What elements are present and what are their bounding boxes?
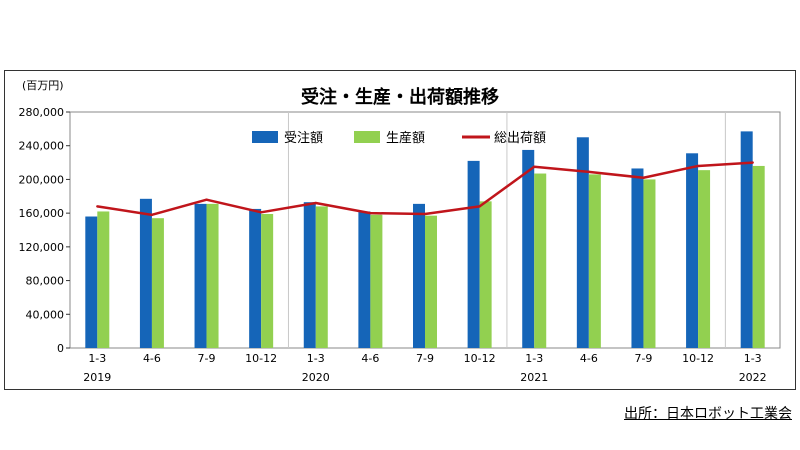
bar-production xyxy=(643,179,656,348)
line-point xyxy=(423,212,427,216)
bar-production xyxy=(479,201,492,348)
x-tick-label: 10-12 xyxy=(245,352,277,365)
y-unit-label: (百万円) xyxy=(22,79,64,92)
bar-production xyxy=(698,170,711,348)
chart: 0 40,000 80,000 120,000 160,000 200,000 240,00… xyxy=(19,79,781,384)
bar-production xyxy=(588,174,601,348)
y-tick-label: 200,000 xyxy=(19,173,65,186)
bar-orders xyxy=(740,131,753,348)
bar-orders xyxy=(85,216,98,348)
bar-orders xyxy=(467,160,480,348)
y-tick-label: 120,000 xyxy=(19,241,65,254)
x-tick-label: 1-3 xyxy=(307,352,325,365)
line-point xyxy=(478,205,481,208)
line-point xyxy=(96,205,99,208)
y-tick-label: 160,000 xyxy=(19,207,65,220)
bar-production xyxy=(261,213,274,348)
bar-orders xyxy=(358,211,371,348)
y-tick-label: 40,000 xyxy=(26,308,65,321)
bar-orders xyxy=(413,203,425,348)
line-point xyxy=(150,213,154,217)
bar-production xyxy=(315,206,328,348)
line-point xyxy=(533,165,536,168)
bar-orders xyxy=(576,137,589,348)
y-tick-label: 280,000 xyxy=(19,106,65,119)
bar-production xyxy=(752,165,765,348)
chart-frame xyxy=(4,70,796,390)
source-note: 出所：日本ロボット工業会 xyxy=(624,406,792,422)
bar-production xyxy=(425,215,437,348)
legend-swatch xyxy=(354,131,380,143)
bar-orders xyxy=(631,168,644,348)
line-point xyxy=(696,164,700,168)
x-tick-label: 1-3 xyxy=(525,352,543,365)
legend-label: 受注額 xyxy=(284,131,323,146)
x-tick-label: 4-6 xyxy=(580,352,598,365)
bar-orders xyxy=(194,203,207,348)
y-tick-label: 0 xyxy=(57,342,64,355)
year-label: 2022 xyxy=(739,371,767,384)
line-point xyxy=(369,211,372,215)
x-tick-label: 7-9 xyxy=(198,352,216,365)
line-point xyxy=(205,198,208,201)
bar-production xyxy=(370,214,383,348)
x-tick-label: 7-9 xyxy=(416,352,434,365)
line-point xyxy=(642,176,645,179)
legend-swatch xyxy=(252,131,278,143)
bar-production xyxy=(534,173,547,348)
bar-orders xyxy=(522,149,535,348)
year-label: 2021 xyxy=(520,371,548,384)
legend-label: 生産額 xyxy=(386,130,425,146)
chart-title: 受注・生産・出荷額推移 xyxy=(301,86,499,108)
line-point xyxy=(751,161,754,164)
bar-orders xyxy=(139,198,152,348)
bar-production xyxy=(97,211,110,348)
line-point xyxy=(587,170,591,174)
legend-label: 総出荷額 xyxy=(494,131,546,146)
x-tick-label: 7-9 xyxy=(634,352,652,365)
bar-orders xyxy=(249,208,262,348)
x-tick-label: 10-12 xyxy=(464,352,496,365)
line-point xyxy=(259,211,263,214)
x-tick-label: 1-3 xyxy=(744,352,762,365)
year-label: 2019 xyxy=(83,371,111,384)
bar-production xyxy=(206,203,219,348)
year-label: 2020 xyxy=(302,371,330,384)
bar-orders xyxy=(686,153,699,348)
y-tick-label: 240,000 xyxy=(19,140,65,153)
x-tick-label: 4-6 xyxy=(361,352,379,365)
x-tick-label: 4-6 xyxy=(143,352,161,365)
y-tick-label: 80,000 xyxy=(26,275,65,288)
line-point xyxy=(314,201,317,205)
bar-production xyxy=(151,218,164,348)
x-tick-label: 10-12 xyxy=(682,352,714,365)
bar-orders xyxy=(303,202,316,348)
x-tick-label: 1-3 xyxy=(88,352,106,365)
